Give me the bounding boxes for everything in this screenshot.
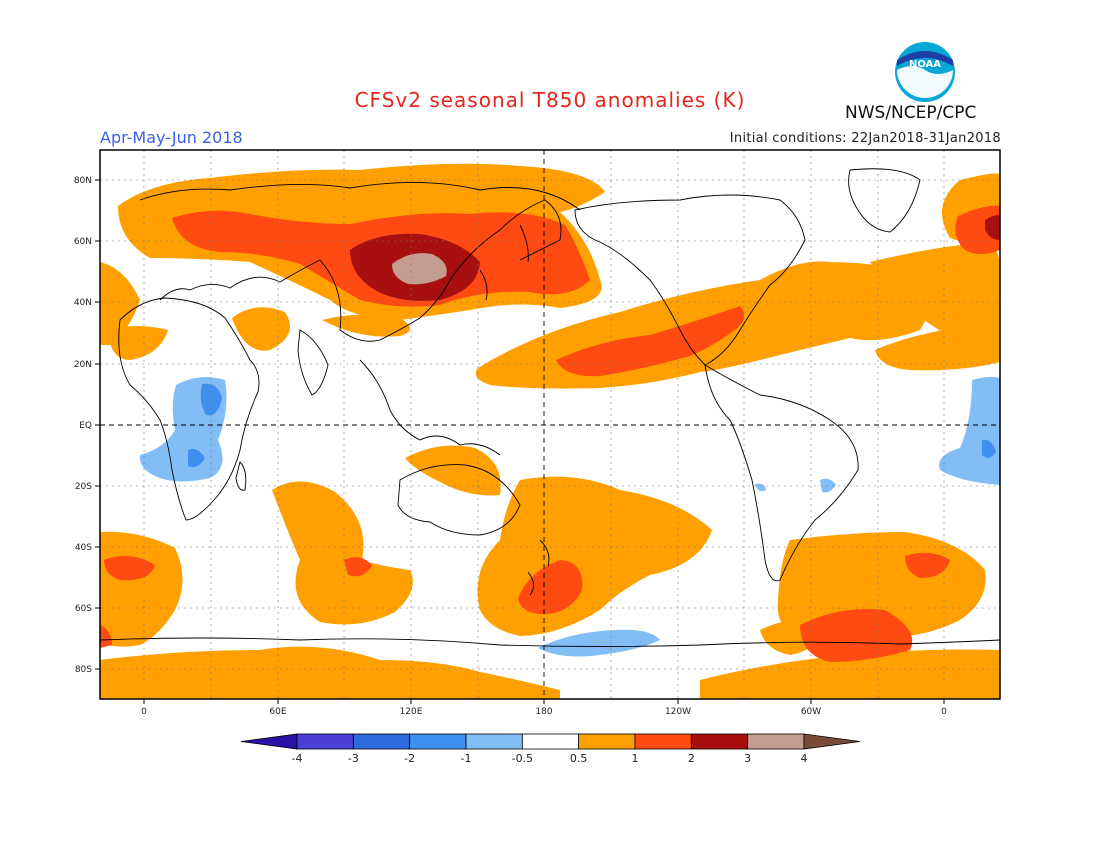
colorbar-box	[634, 733, 692, 750]
lon-label-60w: 60W	[801, 707, 821, 717]
lat-label-80n: 80N	[74, 176, 92, 186]
colorbar-tick-label: 2	[688, 752, 695, 765]
svg-text:NOAA: NOAA	[909, 59, 941, 70]
lat-label-20n: 20N	[74, 360, 92, 370]
lat-label-60s: 60S	[75, 604, 92, 614]
initial-conditions-label: Initial conditions: 22Jan2018-31Jan2018	[729, 131, 1001, 146]
colorbar-arrow-high	[803, 733, 861, 750]
colorbar-tick-label: 0.5	[570, 752, 588, 765]
colorbar-box	[409, 733, 467, 750]
lat-label-40n: 40N	[74, 298, 92, 308]
map-title: CFSv2 seasonal T850 anomalies (K)	[354, 88, 746, 112]
colorbar-box	[296, 733, 354, 750]
coastlines	[100, 168, 1000, 647]
lat-label-20s: 20S	[75, 482, 92, 492]
colorbar-box	[578, 733, 636, 750]
lon-label-0-right: 0	[941, 707, 947, 717]
agency-label: NWS/NCEP/CPC	[845, 103, 977, 123]
colorbar-tick-label: -2	[404, 752, 415, 765]
lon-label-0-left: 0	[141, 707, 147, 717]
colorbar-box	[352, 733, 411, 750]
graticule	[100, 150, 1000, 699]
equator-dateline	[100, 150, 1000, 699]
colorbar-tick-label: 3	[744, 752, 751, 765]
lon-label-120e: 120E	[400, 707, 423, 717]
lon-label-180: 180	[535, 707, 552, 717]
colorbar-arrow-low	[240, 733, 298, 750]
anomaly-positive-3	[392, 253, 447, 285]
colorbar-box	[521, 733, 580, 750]
colorbar-box	[465, 733, 523, 750]
colorbar-box	[690, 733, 749, 750]
colorbar-tick-label: 4	[801, 752, 808, 765]
lon-label-60e: 60E	[269, 707, 286, 717]
season-label: Apr-May-Jun 2018	[100, 128, 243, 147]
anomaly-negative-1	[188, 383, 996, 467]
lat-label-80s: 80S	[75, 665, 92, 675]
lat-label-40s: 40S	[75, 543, 92, 553]
colorbar-tick-label: -3	[348, 752, 359, 765]
lon-label-120w: 120W	[665, 707, 691, 717]
colorbar-tick-label: -4	[292, 752, 303, 765]
colorbar-tick-label: 1	[632, 752, 639, 765]
colorbar-tick-label: -0.5	[512, 752, 533, 765]
lat-label-60n: 60N	[74, 237, 92, 247]
colorbar: -4 -3 -2 -1 -0.5 0.5 1 2 3 4	[240, 733, 861, 765]
colorbar-tick-label: -1	[461, 752, 472, 765]
noaa-logo: NOAA	[895, 42, 955, 102]
colorbar-box	[747, 733, 805, 750]
lat-label-eq: EQ	[79, 421, 92, 431]
